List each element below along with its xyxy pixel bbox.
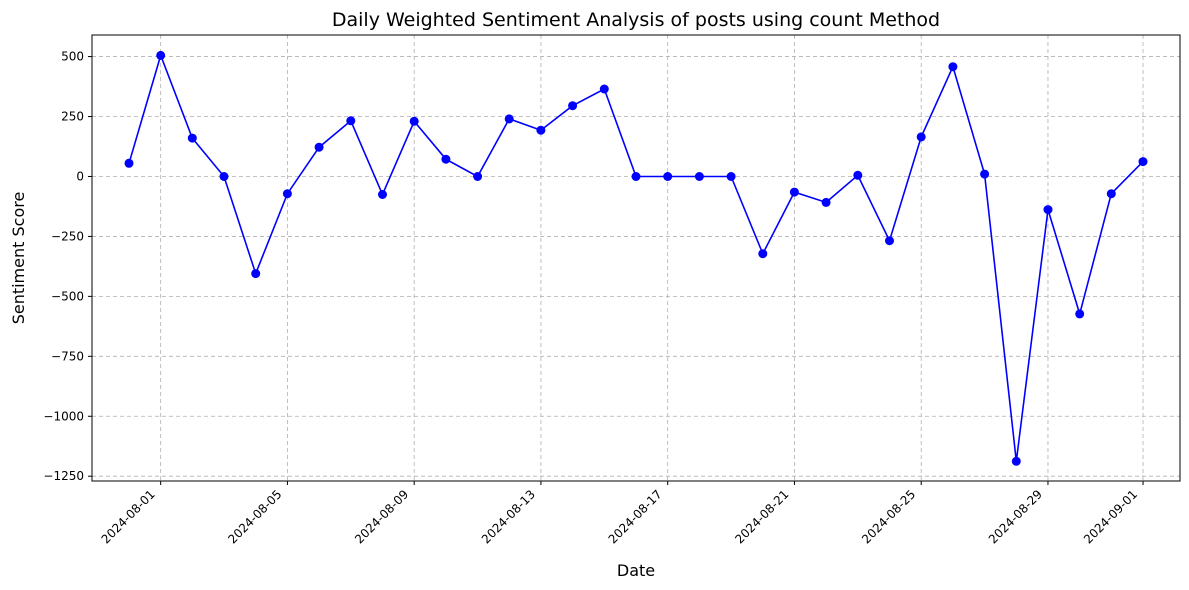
x-tick-label: 2024-08-01 [99, 487, 158, 546]
data-point [916, 132, 926, 142]
data-point [758, 249, 768, 259]
data-point [409, 116, 419, 126]
x-tick-label: 2024-08-21 [732, 487, 791, 546]
x-axis-label: Date [617, 561, 655, 580]
x-tick-label: 2024-08-05 [225, 487, 284, 546]
data-point [568, 101, 578, 111]
data-point [853, 170, 863, 180]
data-point [251, 269, 261, 279]
x-axis-ticks: 2024-08-01 2024-08-05 2024-08-09 2024-08-13… [99, 481, 1144, 546]
data-point [631, 172, 641, 181]
data-point [314, 142, 324, 152]
chart-title: Daily Weighted Sentiment Analysis of pos… [332, 9, 940, 31]
data-point [1138, 157, 1148, 167]
y-tick-label: 0 [76, 169, 84, 183]
data-point [187, 133, 197, 143]
data-point [219, 172, 229, 181]
plot-area-frame [91, 34, 1181, 482]
y-tick-label: −250 [51, 229, 84, 243]
y-tick-label: −750 [51, 349, 84, 363]
x-tick-label: 2024-08-17 [606, 487, 665, 546]
x-tick-label: 2024-08-09 [352, 487, 411, 546]
data-point [346, 116, 356, 126]
data-point [282, 189, 292, 199]
data-point [663, 172, 673, 181]
data-point [948, 62, 958, 72]
grid-lines [92, 35, 1180, 481]
x-tick-label: 2024-08-25 [859, 487, 918, 546]
data-point [378, 190, 387, 199]
data-point [980, 169, 990, 179]
data-point [1043, 205, 1053, 215]
data-point [885, 236, 894, 246]
data-point [473, 172, 483, 181]
x-tick-label: 2024-08-13 [479, 487, 538, 546]
data-point [504, 114, 514, 124]
y-tick-label: −500 [51, 289, 84, 303]
y-tick-label: 250 [61, 110, 84, 124]
data-point [726, 172, 736, 181]
data-point [694, 172, 704, 181]
y-tick-label: 500 [61, 50, 84, 64]
x-tick-label: 2024-08-29 [986, 487, 1045, 546]
y-axis-ticks: 500 250 0 −250 −500 −750 −1000 −1250 [43, 50, 92, 483]
data-point [536, 125, 546, 135]
data-point [156, 50, 166, 60]
series-markers [124, 50, 1148, 466]
data-point [599, 84, 609, 94]
x-tick-label: 2024-09-01 [1081, 487, 1140, 546]
y-tick-label: −1000 [43, 409, 84, 423]
data-point [441, 154, 451, 164]
data-point [789, 187, 799, 197]
y-axis-label: Sentiment Score [9, 192, 28, 325]
data-point [821, 197, 831, 207]
data-point [124, 158, 134, 168]
data-point [1106, 189, 1116, 199]
data-point [1011, 456, 1021, 466]
data-point [1075, 309, 1085, 319]
y-tick-label: −1250 [43, 469, 84, 483]
